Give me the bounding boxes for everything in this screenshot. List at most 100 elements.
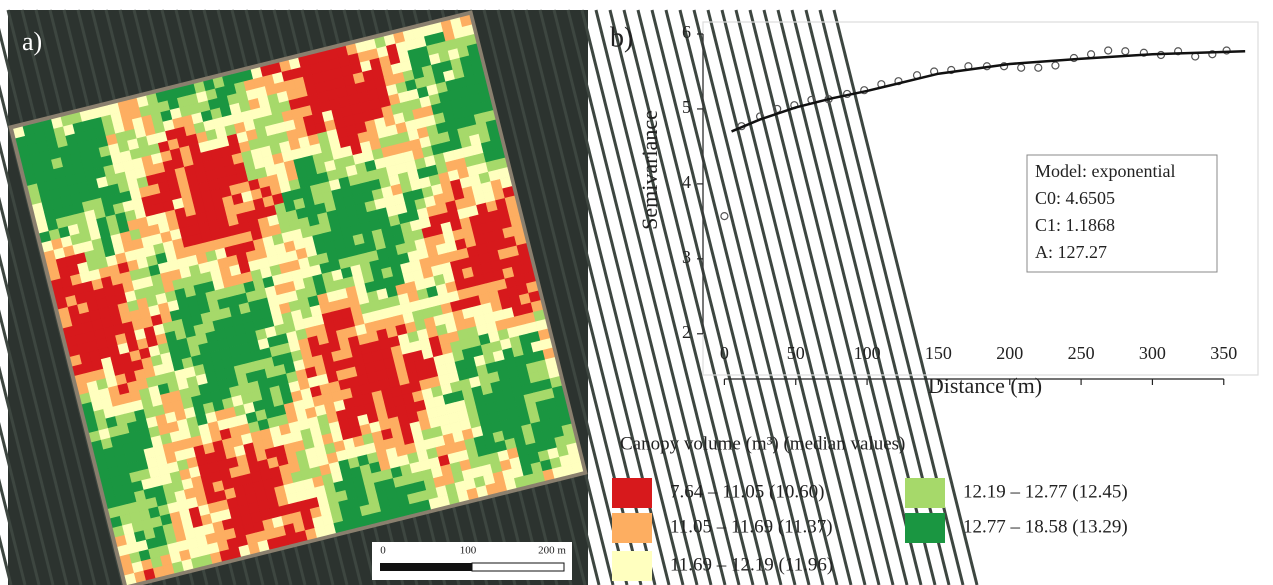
map-cell	[347, 254, 361, 268]
map-cell	[485, 402, 498, 415]
map-cell	[409, 178, 422, 192]
map-cell	[96, 257, 109, 270]
map-cell	[552, 385, 565, 398]
map-cell	[347, 174, 361, 187]
map-cell	[207, 461, 220, 474]
map-cell	[571, 461, 584, 474]
map-cell	[238, 100, 251, 113]
map-cell	[388, 214, 401, 227]
map-cell	[430, 304, 444, 318]
map-cell	[445, 38, 458, 52]
map-cell	[115, 373, 128, 386]
map-cell	[283, 119, 297, 132]
map-cell	[440, 221, 453, 234]
map-cell	[290, 511, 303, 524]
map-cell	[112, 404, 125, 417]
map-cell	[124, 169, 137, 182]
map-cell	[497, 207, 510, 220]
map-cell	[207, 138, 221, 151]
map-cell	[126, 420, 140, 434]
map-cell	[402, 473, 415, 486]
map-cell	[416, 409, 429, 422]
map-cell	[65, 335, 78, 348]
map-cell	[269, 264, 282, 277]
map-cell	[267, 456, 280, 469]
map-cell	[442, 433, 456, 446]
map-cell	[79, 271, 92, 284]
map-cell	[250, 470, 263, 484]
map-cell	[426, 366, 439, 379]
map-cell	[430, 466, 444, 479]
map-cell	[343, 397, 356, 410]
map-cell	[264, 285, 277, 298]
map-cell	[98, 347, 111, 360]
map-cell	[281, 69, 294, 82]
map-cell	[245, 411, 258, 424]
map-cell	[226, 254, 240, 267]
map-cell	[105, 416, 118, 429]
map-cell	[288, 57, 301, 70]
map-cell	[250, 67, 263, 80]
map-cell	[107, 385, 121, 398]
map-cell	[55, 297, 69, 310]
map-cell	[269, 143, 282, 156]
map-cell	[136, 257, 149, 270]
map-cell	[131, 480, 144, 493]
map-cell	[129, 107, 142, 120]
map-cell	[302, 195, 316, 208]
map-cell	[305, 245, 318, 258]
map-cell	[267, 375, 280, 389]
map-cell	[122, 361, 135, 374]
map-cell	[300, 145, 313, 158]
map-cell	[438, 50, 451, 63]
map-cell	[359, 383, 372, 396]
map-cell	[390, 264, 403, 277]
map-cell	[324, 442, 337, 455]
map-cell	[390, 223, 403, 237]
map-cell	[343, 437, 356, 450]
map-cell	[461, 105, 475, 118]
map-cell	[108, 264, 121, 277]
row-line	[0, 309, 69, 585]
map-cell	[24, 133, 38, 146]
map-cell	[381, 468, 394, 481]
map-cell	[540, 378, 553, 391]
map-cell	[404, 159, 418, 173]
map-cell	[454, 440, 467, 453]
map-cell	[191, 314, 204, 327]
map-cell	[352, 314, 365, 327]
map-cell	[62, 204, 76, 218]
map-cell	[100, 477, 114, 491]
map-cell	[250, 107, 263, 120]
map-cell	[483, 311, 496, 325]
map-cell	[473, 193, 487, 206]
map-cell	[155, 211, 168, 225]
map-cell	[108, 223, 121, 237]
map-cell	[224, 366, 237, 379]
map-cell	[366, 330, 380, 344]
map-cell	[416, 489, 429, 503]
map-cell	[157, 261, 171, 275]
map-cell	[236, 131, 249, 144]
map-cell	[390, 62, 404, 75]
map-cell	[355, 41, 368, 54]
map-cell	[207, 501, 220, 514]
map-cell	[464, 114, 477, 128]
map-cell	[300, 508, 313, 522]
map-cell	[333, 440, 346, 453]
map-cell	[345, 43, 358, 56]
map-cell	[483, 150, 496, 163]
map-cell	[525, 402, 539, 415]
map-cell	[267, 295, 280, 308]
map-cell	[32, 202, 45, 215]
map-cell	[193, 525, 206, 538]
map-cell	[278, 342, 292, 355]
map-cell	[461, 428, 475, 441]
map-cell	[419, 176, 432, 189]
map-cell	[195, 171, 209, 184]
map-cell	[485, 361, 498, 375]
map-cell	[521, 383, 534, 396]
map-cell	[283, 523, 296, 536]
map-cell	[302, 235, 316, 249]
map-cell	[397, 171, 411, 184]
